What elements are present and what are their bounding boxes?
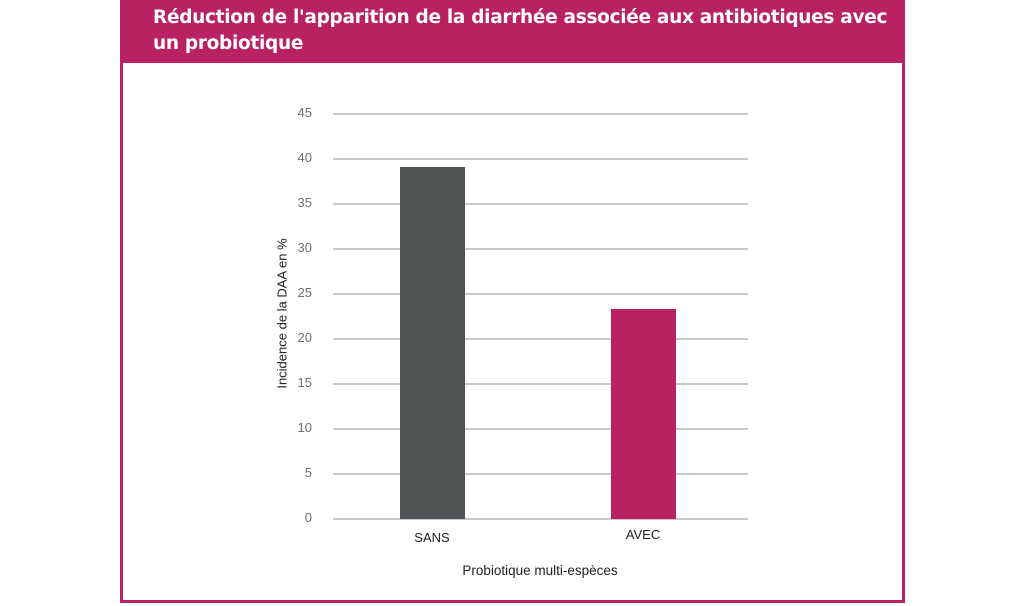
xtick-sans: SANS: [414, 530, 450, 545]
xtick-avec: AVEC: [625, 527, 661, 542]
gridline-0: [333, 518, 748, 520]
ytick-label: 0: [304, 510, 312, 525]
x-axis-label: Probiotique multi-espèces: [462, 563, 618, 578]
ytick-label: 30: [297, 240, 312, 255]
bar-sans: [400, 167, 465, 519]
chart-header: Réduction de l'apparition de la diarrhée…: [123, 0, 902, 63]
ytick-label: 20: [297, 330, 312, 345]
ytick-label: 40: [297, 150, 312, 165]
gridline-40: [333, 158, 748, 160]
gridline-45: [333, 113, 748, 115]
ytick-label: 45: [297, 105, 312, 120]
ytick-label: 15: [297, 375, 312, 390]
y-axis-label: Incidence de la DAA en %: [274, 238, 290, 389]
gridline-20: [333, 338, 748, 340]
gridline-10: [333, 428, 748, 430]
gridline-30: [333, 248, 748, 250]
gridline-15: [333, 383, 748, 385]
ytick-label: 5: [304, 465, 312, 480]
ytick-label: 10: [297, 420, 312, 435]
chart-frame: Réduction de l'apparition de la diarrhée…: [120, 0, 905, 603]
gridline-35: [333, 203, 748, 205]
chart-title: Réduction de l'apparition de la diarrhée…: [153, 7, 888, 54]
ytick-label: 25: [297, 285, 312, 300]
ytick-label: 35: [297, 195, 312, 210]
gridline-25: [333, 293, 748, 295]
bar-avec: [611, 309, 676, 519]
gridline-5: [333, 473, 748, 475]
